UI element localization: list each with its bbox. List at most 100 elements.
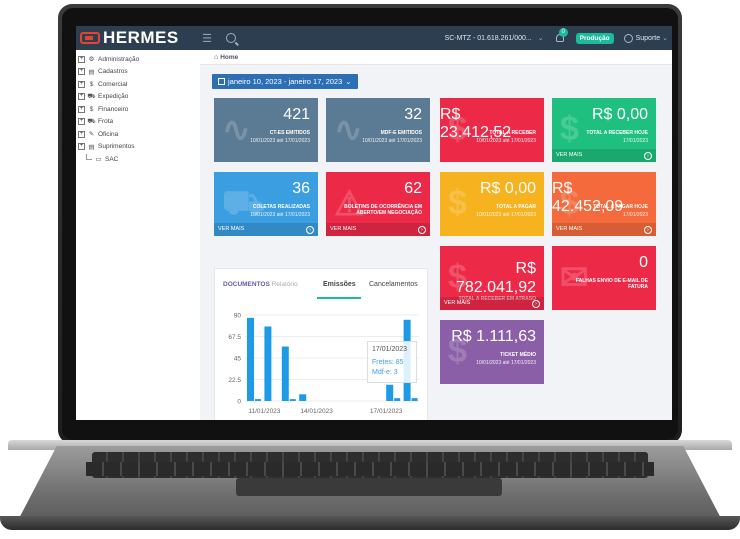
chart-bar[interactable]	[299, 394, 307, 401]
calendar-icon	[218, 78, 225, 85]
ver-mais-link[interactable]: VER MAIS	[552, 149, 656, 162]
sidebar-item-suprimentos[interactable]: + ▤ Suprimentos	[76, 141, 200, 154]
sidebar-item-cadastros[interactable]: + ▤ Cadastros	[76, 66, 200, 79]
arrow-right-icon[interactable]: ›	[532, 300, 540, 308]
chevron-down-icon[interactable]: ⌄	[537, 35, 544, 42]
dollar-icon: $	[560, 110, 579, 148]
arrow-right-icon[interactable]: ›	[644, 226, 652, 234]
sidebar-item-label: Suprimentos	[98, 143, 135, 151]
environment-badge: Produção	[575, 32, 614, 44]
y-tick-label: 90	[234, 313, 242, 320]
date-range-picker[interactable]: janeiro 10, 2023 - janeiro 17, 2023 ⌄	[212, 74, 358, 89]
home-icon[interactable]: ⌂	[214, 53, 219, 61]
chart-bar[interactable]	[255, 399, 261, 401]
tile-total-a-pagar[interactable]: $ R$ 0,00 TOTAL A PAGAR 10/01/2023 até 1…	[440, 172, 544, 236]
sidebar-item-administracao[interactable]: + ⚙ Administração	[76, 53, 200, 66]
laptop-hinge	[8, 440, 732, 450]
tile-total-a-receber[interactable]: $ R$ 23.412,52 TOTAL A RECEBER 10/01/202…	[440, 98, 544, 162]
tile-period: 10/01/2023 até 17/01/2023	[362, 138, 422, 144]
tile-total-a-pagar-hoje[interactable]: $ R$ 42.452,09 TOTAL A PAGAR HOJE 17/01/…	[552, 172, 656, 236]
expand-icon[interactable]: +	[78, 105, 85, 113]
sidebar-item-sac[interactable]: ▭ SAC	[76, 153, 200, 166]
chart-panel-title: DOCUMENTOS	[223, 281, 270, 288]
y-tick-label: 67.5	[228, 334, 241, 341]
tile-period: 10/01/2023 até 17/01/2023	[476, 138, 536, 144]
chart-bar[interactable]	[289, 399, 296, 401]
box-icon: ▤	[88, 143, 95, 151]
tile-total-a-receber-hoje[interactable]: $ R$ 0,00 TOTAL A RECEBER HOJE 17/01/202…	[552, 98, 656, 162]
user-icon[interactable]	[623, 33, 633, 43]
expand-icon[interactable]: +	[78, 55, 85, 63]
tile-coletas-realizadas[interactable]: ⛟ 36 COLETAS REALIZADAS 10/01/2023 até 1…	[214, 172, 318, 236]
sidebar-item-label: Expedição	[98, 93, 129, 101]
expand-icon[interactable]: +	[78, 143, 85, 151]
chart-panel-subtitle[interactable]: Relatório	[271, 281, 298, 288]
sidebar-item-expedicao[interactable]: + ⛟ Expedição	[76, 91, 200, 104]
ver-mais-link[interactable]: VER MAIS	[214, 223, 318, 236]
arrow-right-icon[interactable]: ›	[644, 152, 652, 160]
tile-value: 421	[283, 106, 310, 123]
bell-icon[interactable]: 0	[554, 28, 568, 44]
tile-falhas-email[interactable]: ✉ 0 FALHAS ENVIO DE E-MAIL DE FATURA	[552, 246, 656, 310]
ver-mais-link[interactable]: VER MAIS	[552, 223, 656, 236]
chart-bar[interactable]	[247, 317, 254, 401]
tab-cancelamentos[interactable]: Cancelamentos	[369, 281, 418, 288]
search-icon[interactable]	[226, 33, 236, 43]
tile-value: 62	[404, 180, 422, 197]
arrow-right-icon[interactable]: ›	[418, 226, 426, 234]
tile-label: COLETAS REALIZADAS	[252, 204, 310, 210]
dollar-icon: $	[89, 105, 94, 113]
tile-value: R$ 23.412,52	[440, 106, 512, 141]
tile-receber-em-atraso[interactable]: $ R$ 782.041,92 TOTAL A RECEBER EM ATRAS…	[440, 246, 544, 310]
tile-mdfe-emitidos[interactable]: ∿ 32 MDF-E EMITIDOS 10/01/2023 até 17/01…	[326, 98, 430, 162]
expand-icon[interactable]: +	[78, 80, 85, 88]
sidebar-item-label: Financeiro	[98, 105, 129, 113]
ver-mais-link[interactable]: VER MAIS	[440, 297, 544, 310]
sidebar-item-label: Comercial	[98, 80, 128, 88]
sidebar-item-financeiro[interactable]: + $ Financeiro	[76, 103, 200, 116]
tooltip-mdfe: Mdf-e: 3	[372, 369, 398, 376]
tile-value: 32	[404, 106, 422, 123]
y-tick-label: 0	[237, 399, 241, 406]
chevron-down-icon: ⌄	[345, 77, 352, 86]
truck-icon: ⛟	[222, 184, 265, 222]
chart-bar[interactable]	[386, 384, 394, 401]
sidebar-item-comercial[interactable]: + $ Comercial	[76, 78, 200, 91]
tree-line	[86, 153, 92, 160]
chart-bar[interactable]	[281, 346, 289, 401]
arrow-right-icon[interactable]: ›	[306, 226, 314, 234]
y-tick-label: 22.5	[228, 377, 241, 384]
dollar-icon: $	[448, 110, 467, 148]
tile-ticket-medio[interactable]: $ R$ 1.111,63 TICKET MÉDIO 10/01/2023 at…	[440, 320, 544, 384]
dollar-icon: $	[448, 332, 467, 370]
breadcrumb-home[interactable]: Home	[220, 53, 239, 61]
gear-icon: ⚙	[88, 56, 95, 64]
chart-bar[interactable]	[394, 398, 401, 401]
brand-logo[interactable]: HERMES	[76, 26, 200, 50]
sidebar-item-oficina[interactable]: + ✎ Oficina	[76, 128, 200, 141]
ver-mais-link[interactable]: VER MAIS	[326, 223, 430, 236]
menu-icon[interactable]: ☰	[202, 32, 212, 45]
expand-icon[interactable]: +	[78, 68, 85, 76]
tile-label: TICKET MÉDIO	[500, 352, 536, 358]
tab-emissoes[interactable]: Emissões	[323, 281, 356, 288]
dollar-icon: $	[448, 258, 467, 296]
chart-tooltip: 17/01/2023 Fretes: 85 Mdf-e: 3	[367, 341, 417, 383]
trend-icon: ∿	[334, 111, 363, 149]
user-menu[interactable]: Suporte	[635, 34, 661, 42]
chart-bar[interactable]	[411, 398, 418, 401]
chevron-down-icon[interactable]: ⌄	[662, 35, 668, 42]
expand-icon[interactable]: +	[78, 118, 85, 126]
sidebar-item-frota[interactable]: + ⛟ Frota	[76, 116, 200, 129]
sidebar-item-label: Frota	[98, 118, 114, 126]
wrench-icon: ✎	[88, 131, 95, 139]
tile-label: MDF-E EMITIDOS	[380, 130, 422, 136]
tile-label: TOTAL A PAGAR HOJE	[593, 204, 648, 210]
monitor-icon: ▭	[95, 156, 102, 164]
company-selector[interactable]: SC-MTZ - 01.618.261/000...	[444, 34, 532, 42]
expand-icon[interactable]: +	[78, 130, 85, 138]
tile-ctes-emitidos[interactable]: ∿ 421 CT-ES EMITIDOS 10/01/2023 até 17/0…	[214, 98, 318, 162]
tile-boletins-ocorrencia[interactable]: ⚠ 62 BOLETINS DE OCORRÊNCIA EM ABERTO/EM…	[326, 172, 430, 236]
chart-bar[interactable]	[264, 326, 272, 401]
expand-icon[interactable]: +	[78, 93, 85, 101]
